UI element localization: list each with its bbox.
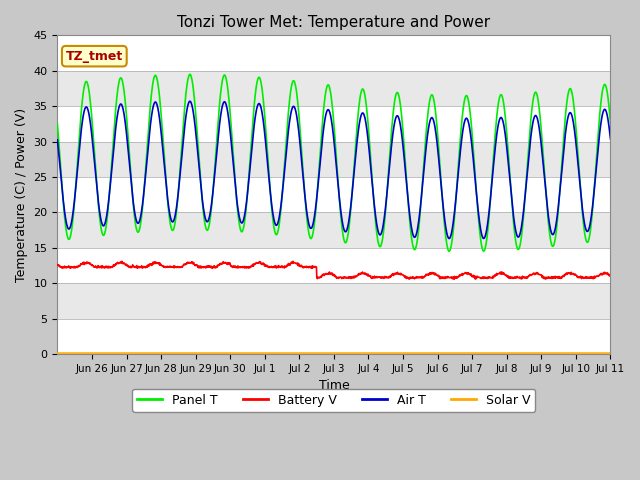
Air T bbox=[320, 125, 328, 131]
Line: Panel T: Panel T bbox=[58, 74, 611, 251]
X-axis label: Time: Time bbox=[319, 379, 349, 393]
Air T bbox=[546, 224, 554, 229]
Solar V bbox=[319, 350, 327, 356]
Battery V bbox=[320, 271, 328, 277]
Battery V bbox=[465, 271, 473, 277]
Air T bbox=[445, 236, 453, 241]
Panel T bbox=[309, 229, 317, 235]
Battery V bbox=[140, 264, 148, 270]
Panel T bbox=[607, 120, 614, 126]
Bar bbox=[58, 213, 611, 248]
Panel T bbox=[186, 72, 194, 77]
Title: Tonzi Tower Met: Temperature and Power: Tonzi Tower Met: Temperature and Power bbox=[177, 15, 490, 30]
Line: Air T: Air T bbox=[58, 101, 611, 239]
Bar bbox=[58, 36, 611, 71]
Panel T bbox=[600, 82, 608, 88]
Air T bbox=[600, 107, 608, 113]
Battery V bbox=[450, 276, 458, 282]
Bar bbox=[58, 319, 611, 354]
Bar bbox=[58, 106, 611, 142]
Y-axis label: Temperature (C) / Power (V): Temperature (C) / Power (V) bbox=[15, 108, 28, 282]
Panel T bbox=[445, 248, 453, 254]
Bar bbox=[58, 248, 611, 283]
Panel T bbox=[320, 106, 328, 112]
Bar bbox=[58, 177, 611, 213]
Bar bbox=[58, 283, 611, 319]
Air T bbox=[309, 220, 317, 226]
Air T bbox=[54, 137, 61, 143]
Air T bbox=[465, 121, 473, 127]
Solar V bbox=[309, 350, 317, 356]
Panel T bbox=[54, 121, 61, 127]
Solar V bbox=[545, 350, 553, 356]
Solar V bbox=[600, 350, 607, 356]
Air T bbox=[140, 190, 148, 195]
Panel T bbox=[140, 189, 148, 195]
Panel T bbox=[546, 233, 554, 239]
Battery V bbox=[309, 264, 317, 270]
Bar bbox=[58, 142, 611, 177]
Battery V bbox=[600, 270, 608, 276]
Panel T bbox=[465, 100, 473, 106]
Line: Battery V: Battery V bbox=[58, 261, 611, 279]
Battery V bbox=[546, 275, 554, 281]
Legend: Panel T, Battery V, Air T, Solar V: Panel T, Battery V, Air T, Solar V bbox=[132, 389, 535, 412]
Solar V bbox=[54, 350, 61, 356]
Solar V bbox=[607, 350, 614, 356]
Solar V bbox=[140, 350, 148, 356]
Battery V bbox=[118, 258, 125, 264]
Air T bbox=[607, 136, 614, 142]
Air T bbox=[186, 98, 194, 104]
Battery V bbox=[54, 262, 61, 267]
Solar V bbox=[464, 350, 472, 356]
Bar bbox=[58, 71, 611, 106]
Battery V bbox=[607, 274, 614, 279]
Text: TZ_tmet: TZ_tmet bbox=[66, 49, 123, 63]
